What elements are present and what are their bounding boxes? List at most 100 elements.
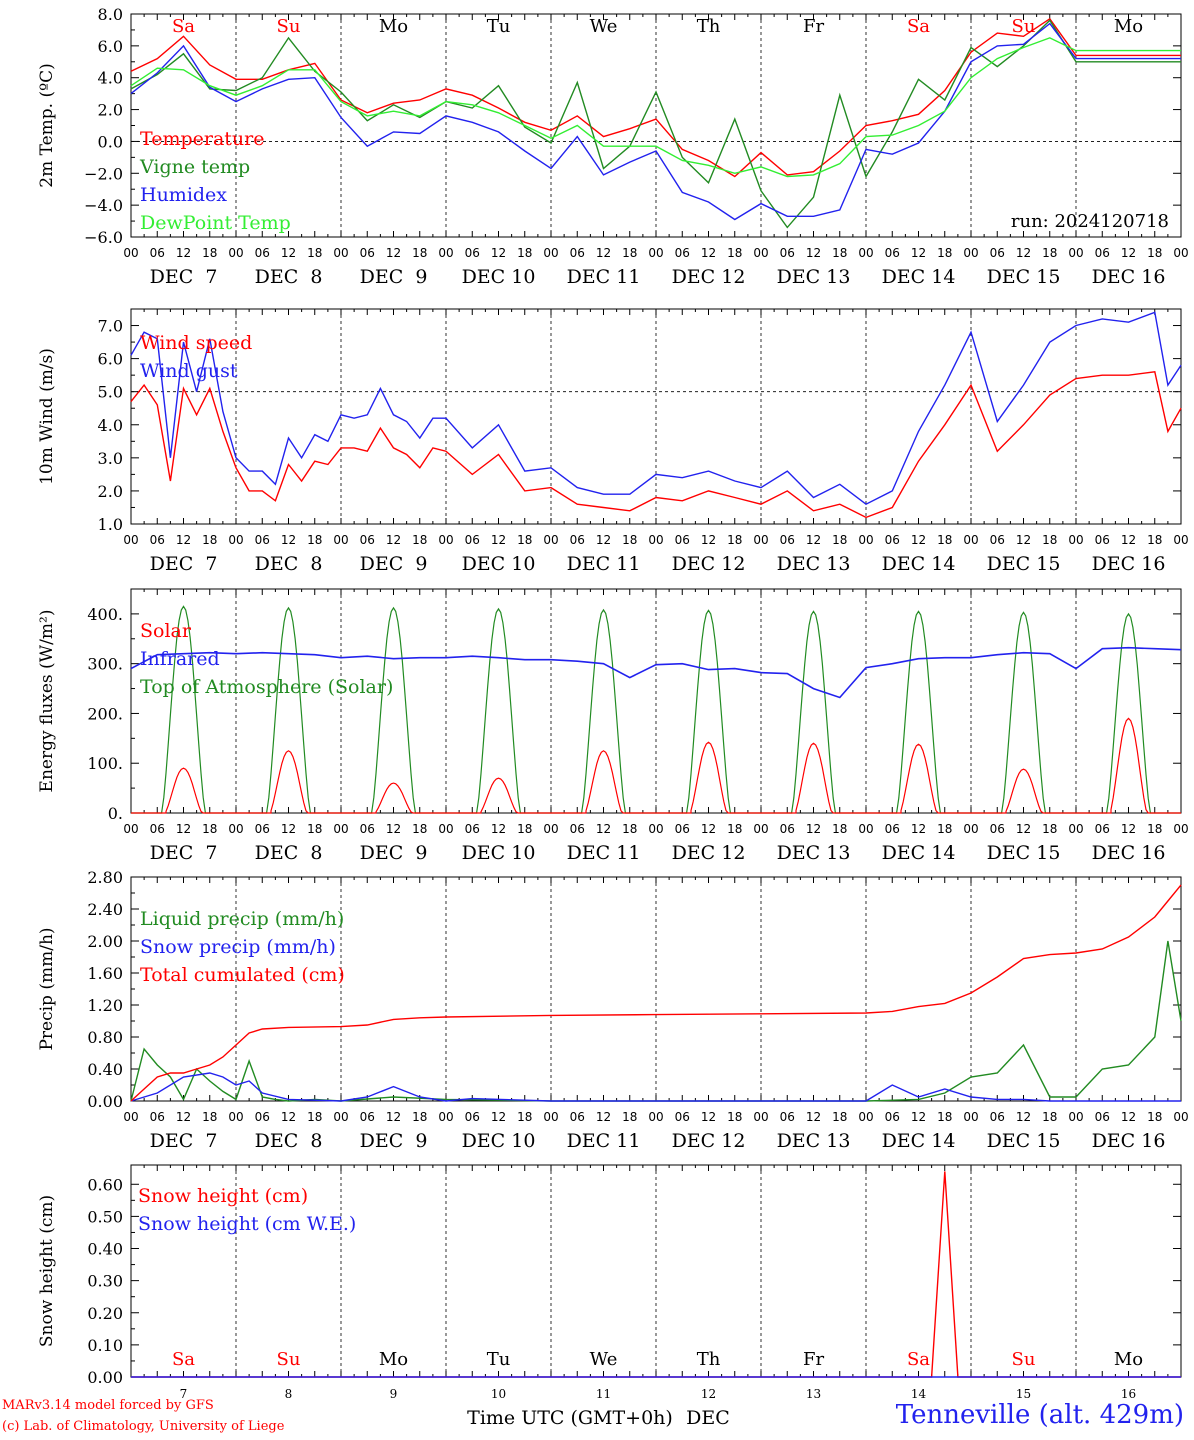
hour-tick-label: 06 [360,822,375,836]
hour-tick-label: 12 [386,1110,401,1124]
weekday-label: We [590,1349,618,1370]
hour-tick-label: 00 [858,1110,873,1124]
y-tick-label: 0.40 [87,1060,123,1079]
bottom-day-label: 16 [1121,1387,1136,1401]
y-axis-label: Energy fluxes (W/m²) [37,610,57,793]
hour-tick-label: 12 [1016,1110,1031,1124]
hour-tick-label: 06 [465,1110,480,1124]
hour-tick-label: 06 [360,246,375,260]
model-credit: MARv3.14 model forced by GFS [2,1398,214,1413]
series-line [130,311,1182,506]
hour-tick-label: 18 [1147,246,1162,260]
hour-tick-label: 18 [727,533,742,547]
y-tick-label: 0. [108,804,123,823]
hour-tick-label: 12 [596,246,611,260]
y-tick-label: 0.50 [87,1207,123,1226]
hour-tick-label: 18 [1147,822,1162,836]
y-tick-label: 2.0 [98,101,123,120]
hour-tick-label: 06 [1095,1110,1110,1124]
hour-tick-label: 18 [622,533,637,547]
legend-entry: Snow height (cm) [138,1185,308,1207]
hour-tick-label: 12 [911,822,926,836]
y-tick-label: 0.30 [87,1272,123,1291]
day-label: DEC 8 [255,553,323,575]
hour-tick-label: 12 [701,246,716,260]
day-label: DEC 10 [462,842,536,864]
day-label: DEC 7 [150,266,218,288]
hour-tick-label: 12 [176,822,191,836]
hour-tick-label: 18 [517,246,532,260]
hour-tick-label: 00 [123,533,138,547]
day-label: DEC 14 [882,553,956,575]
hour-tick-label: 18 [1042,533,1057,547]
hour-tick-label: 12 [1121,1110,1136,1124]
series-line [130,17,1181,178]
bottom-day-label: 12 [701,1387,716,1401]
day-label: DEC 8 [255,1130,323,1152]
day-label: DEC 15 [987,266,1061,288]
hour-tick-label: 12 [491,533,506,547]
hour-tick-label: 06 [150,246,165,260]
series-line [130,19,1181,229]
hour-tick-label: 18 [1042,822,1057,836]
x-axis-title: Time UTC (GMT+0h) [467,1407,673,1429]
hour-tick-label: 00 [648,822,663,836]
hour-tick-label: 00 [1068,533,1083,547]
hour-tick-label: 00 [1068,822,1083,836]
day-label: DEC 9 [360,1130,428,1152]
hour-tick-label: 06 [1095,246,1110,260]
hour-tick-label: 12 [386,822,401,836]
hour-tick-label: 00 [1173,246,1188,260]
y-tick-label: 1.0 [98,515,123,534]
hour-tick-label: 00 [123,246,138,260]
hour-tick-label: 12 [1016,246,1031,260]
weekday-label: Fr [803,1349,824,1370]
legend-entry: Snow precip (mm/h) [140,936,336,958]
hour-tick-label: 06 [1095,822,1110,836]
day-label: DEC 12 [672,266,746,288]
day-label: DEC 12 [672,842,746,864]
y-tick-label: 2.00 [87,932,123,951]
x-axis-title-suffix: DEC [686,1407,730,1429]
bottom-day-label: 14 [911,1387,927,1401]
hour-tick-label: 00 [438,246,453,260]
legend-entry: DewPoint Temp [140,212,291,234]
y-tick-label: 8.0 [98,5,123,24]
hour-tick-label: 12 [806,533,821,547]
day-label: DEC 15 [987,553,1061,575]
run-label: run: 2024120718 [1011,211,1169,232]
weekday-label: Sa [907,1349,930,1370]
hour-tick-label: 06 [570,533,585,547]
hour-tick-label: 06 [990,822,1005,836]
day-label: DEC 13 [777,1130,851,1152]
hour-tick-label: 06 [465,246,480,260]
y-tick-label: −4.0 [84,196,123,215]
hour-tick-label: 12 [701,533,716,547]
hour-tick-label: 12 [386,533,401,547]
hour-tick-label: 06 [1095,533,1110,547]
y-tick-label: −6.0 [84,228,123,247]
hour-tick-label: 18 [727,246,742,260]
hour-tick-label: 00 [228,246,243,260]
y-tick-label: 0.80 [87,1028,123,1047]
bottom-day-label: 10 [491,1387,506,1401]
hour-tick-label: 06 [885,533,900,547]
hour-tick-label: 12 [701,822,716,836]
hour-tick-label: 18 [1147,1110,1162,1124]
weekday-label: Tu [487,16,511,37]
y-tick-label: 2.40 [87,900,123,919]
hour-tick-label: 12 [176,1110,191,1124]
hour-tick-label: 00 [1068,246,1083,260]
y-tick-label: 0.60 [87,1175,123,1194]
hour-tick-label: 06 [150,822,165,836]
day-label: DEC 11 [567,553,641,575]
hour-tick-label: 00 [228,533,243,547]
bottom-day-label: 9 [390,1387,398,1401]
hour-tick-label: 18 [937,822,952,836]
hour-tick-label: 00 [438,1110,453,1124]
y-tick-label: 3.0 [98,449,123,468]
bottom-day-label: 8 [285,1387,293,1401]
weekday-label: Tu [487,1349,511,1370]
hour-tick-label: 00 [963,246,978,260]
day-label: DEC 13 [777,842,851,864]
